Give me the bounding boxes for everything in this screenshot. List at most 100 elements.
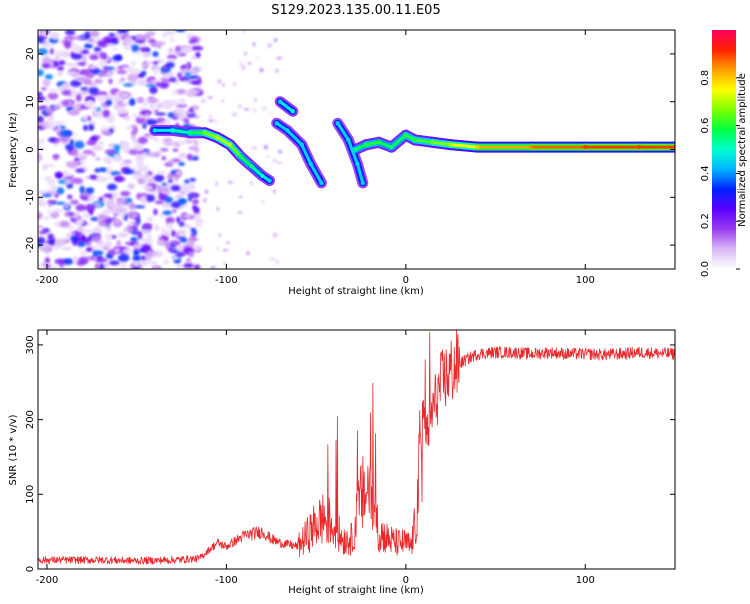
ridge-point [249,164,254,169]
noise-blob [53,139,61,143]
noise-blob [254,97,257,103]
colorbar-tick-label: 0.2 [700,213,711,229]
noise-blob [132,126,139,134]
noise-blob [78,256,89,265]
noise-blob [98,263,105,269]
noise-blob [111,96,117,101]
noise-blob [41,216,51,220]
noise-blob [163,141,174,146]
noise-blob [159,213,164,218]
noise-blob [154,137,159,143]
noise-blob [112,55,122,61]
noise-blob [65,30,76,36]
snr-plot-area [38,330,675,569]
noise-blob [94,225,101,234]
noise-blob [75,204,87,212]
ridge-point [360,180,365,186]
noise-blob [269,112,272,116]
noise-blob [38,200,47,207]
noise-blob [272,232,278,238]
noise-blob [113,98,119,106]
ridge-segment [171,128,192,135]
noise-blob [239,61,242,67]
noise-blob [76,226,85,233]
noise-blob [65,143,75,151]
noise-blob [120,210,126,219]
noise-blob [38,196,43,202]
noise-blob [231,112,238,117]
ridge-segment [449,143,480,149]
noise-blob [106,175,114,180]
noise-blob [176,88,187,95]
noise-blob [127,221,135,227]
noise-blob [187,75,198,79]
ridge-point [170,128,175,133]
noise-blob [54,258,66,265]
noise-blob [217,79,222,84]
noise-blob [275,259,279,265]
noise-blob [225,241,230,245]
noise-blob [172,148,179,152]
noise-blob [142,50,151,59]
x-tick-label: -100 [215,575,238,586]
ridge-point [403,133,408,138]
noise-blob [149,85,158,94]
noise-blob [58,60,66,66]
noise-blob [64,40,71,48]
noise-blob [103,65,108,74]
noise-blob [168,247,174,252]
noise-blob [117,253,130,262]
noise-blob [38,138,44,143]
figure-title: S129.2023.135.00.11.E05 [271,3,440,18]
noise-blob [198,67,202,72]
noise-blob [233,82,237,86]
ridge-segment [413,138,435,144]
noise-blob [46,209,53,215]
ridge-point [475,144,480,150]
noise-blob [191,56,198,60]
noise-blob [139,260,149,266]
noise-blob [72,255,77,263]
noise-blob [181,185,190,192]
y-tick-label: 10 [25,95,36,108]
noise-blob [55,201,66,205]
noise-blob [149,260,158,265]
noise-blob [209,114,212,118]
noise-blob [188,240,194,248]
noise-blob [112,47,117,51]
noise-blob [72,75,80,79]
noise-blob [49,185,59,192]
noise-blob [185,257,192,263]
noise-blob [38,225,44,229]
noise-blob [273,189,276,194]
noise-blob [61,246,72,251]
noise-blob [178,204,187,209]
noise-blob [190,80,201,85]
noise-blob [79,250,87,255]
noise-blob [113,144,121,153]
noise-blob [181,46,192,54]
noise-blob [38,116,44,123]
noise-blob [189,107,194,113]
noise-blob [171,89,177,96]
noise-blob [190,227,196,232]
noise-blob [243,108,250,111]
noise-blob [134,261,139,268]
noise-blob [48,238,56,246]
snr-y-axis-label: SNR (10 * v/v) [8,414,19,485]
noise-blob [243,51,248,56]
noise-blob [75,218,85,226]
noise-blob [176,216,181,224]
noise-blob [129,98,136,106]
ridge-point [364,142,369,147]
noise-blob [175,264,185,268]
noise-blob [182,223,191,229]
noise-blob [110,112,115,121]
noise-blob [193,264,201,269]
noise-blob [276,56,283,60]
noise-blob [152,61,159,65]
noise-blob [178,221,185,227]
noise-blob [116,69,128,75]
noise-blob [213,120,219,123]
